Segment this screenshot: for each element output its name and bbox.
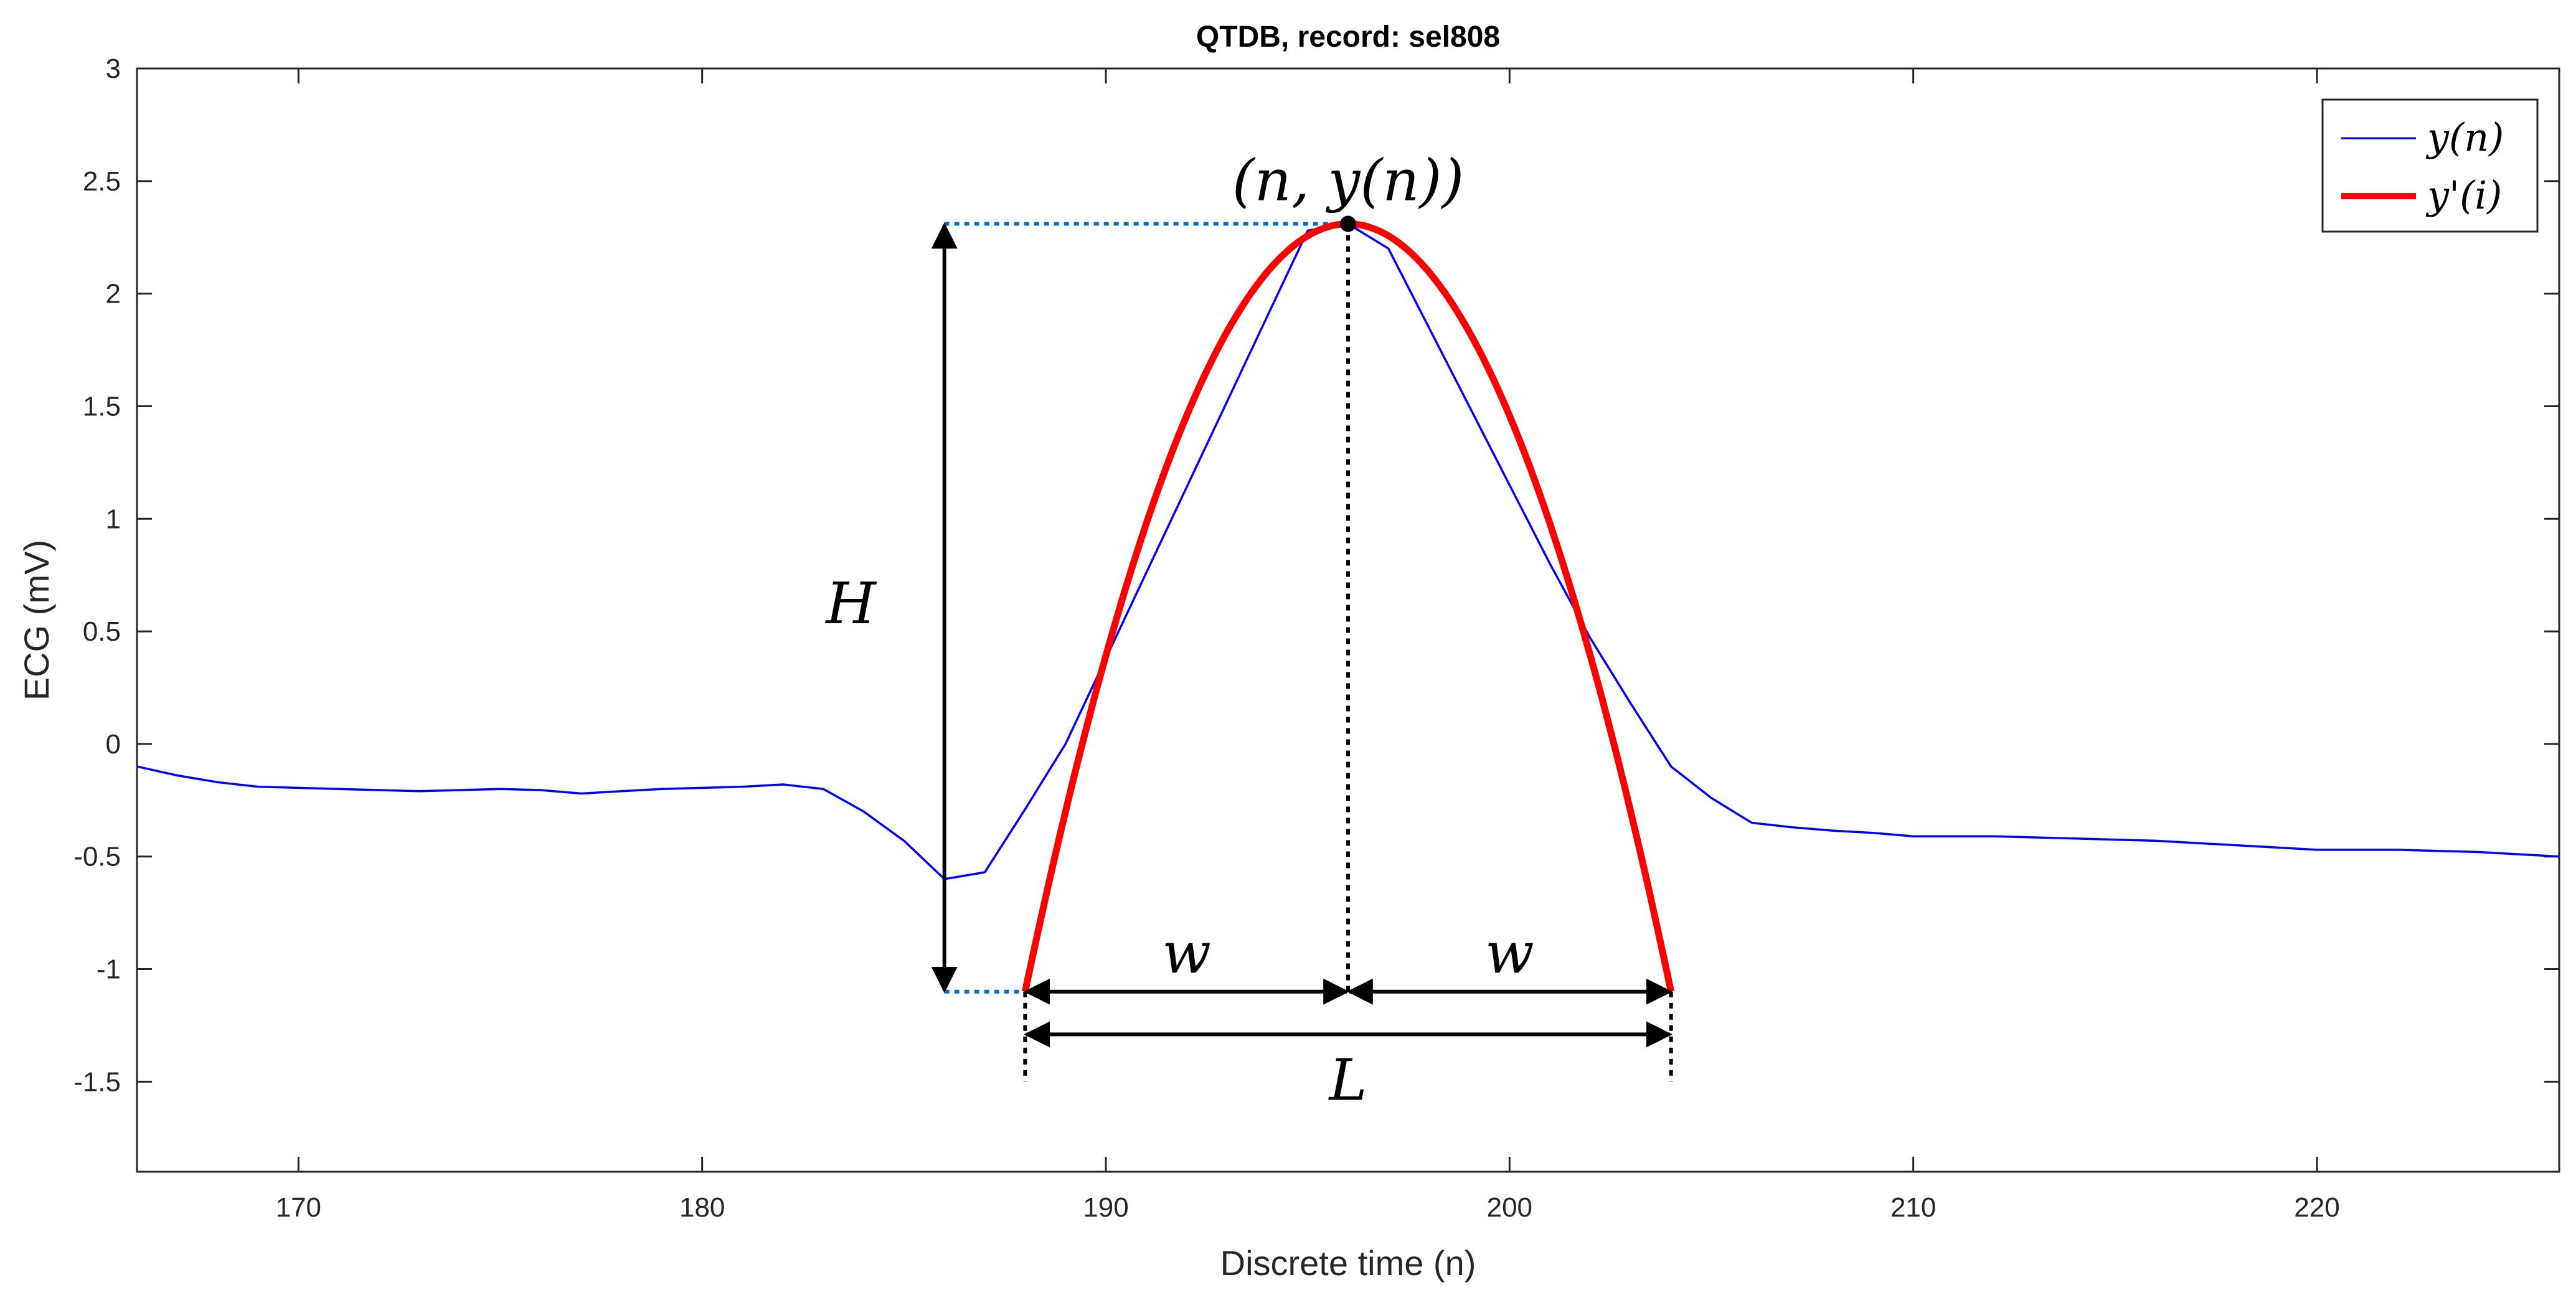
peak-label: (n, y(n)): [1232, 148, 1465, 214]
half-width-label-right: w: [1485, 920, 1534, 987]
y-tick-label: -0.5: [73, 842, 121, 872]
x-tick-label: 190: [1083, 1192, 1128, 1223]
y-axis-ticks: 3 2.5 2 1.5 1 0.5 0 -0.5 -1 -1.5: [73, 54, 2559, 1097]
annotations-group: (n, y(n)) Hw w L: [825, 148, 1673, 1113]
y-axis-label: ECG (mV): [17, 540, 56, 700]
y-tick-label: 1.5: [83, 391, 121, 422]
chart-title: QTDB, record: sel808: [1196, 21, 1500, 54]
y-tick-label: -1.5: [73, 1067, 121, 1097]
y-tick-label: 0: [106, 729, 121, 760]
plot-area: 3 2.5 2 1.5 1 0.5 0 -0.5 -1 -1.5 170 180 190 200 210 2…: [73, 54, 2560, 1223]
y-tick-label: 0.5: [83, 616, 121, 647]
x-tick-label: 220: [2294, 1192, 2339, 1223]
x-axis-label: Discrete time (n): [1220, 1243, 1476, 1283]
y-tick-label: 2: [106, 279, 121, 309]
y-tick-label: -1: [97, 954, 121, 985]
y-tick-label: 3: [106, 54, 121, 84]
x-axis-ticks: 170 180 190 200 210 220: [276, 68, 2340, 1223]
y-tick-label: 1: [106, 504, 121, 534]
x-tick-label: 170: [276, 1192, 321, 1223]
legend-label-y-prime-i: y'(i): [2425, 172, 2502, 218]
half-width-label-left: w: [1162, 920, 1211, 987]
peak-point-marker: [1340, 215, 1356, 232]
x-tick-label: 200: [1487, 1192, 1532, 1223]
x-tick-label: 210: [1890, 1192, 1936, 1223]
legend-label-y-n: y(n): [2425, 115, 2504, 160]
legend: y(n) y'(i): [2321, 98, 2539, 233]
legend-box: [2321, 98, 2539, 233]
y-tick-label: 2.5: [83, 166, 121, 197]
height-label: H: [825, 570, 877, 637]
x-tick-label: 180: [679, 1192, 725, 1223]
width-label: L: [1328, 1047, 1367, 1113]
